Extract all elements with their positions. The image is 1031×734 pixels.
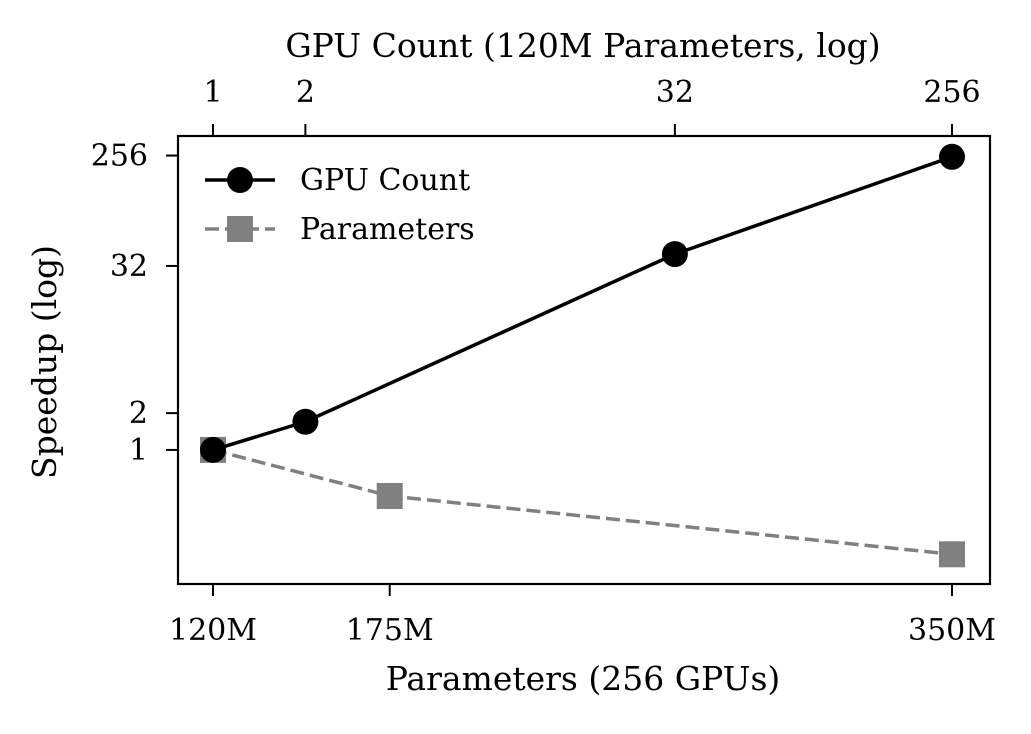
- point-parameters: [939, 541, 965, 568]
- top-tick-label: 2: [296, 75, 315, 110]
- y-axis-label: Speedup (log): [25, 245, 64, 479]
- top-tick-label: 1: [203, 75, 222, 110]
- point-parameters: [376, 482, 403, 509]
- y-tick-label: 1: [129, 433, 148, 468]
- top-tick-label: 256: [923, 75, 980, 110]
- legend-marker-parameters: [227, 216, 253, 242]
- legend: GPU Count Parameters: [205, 163, 475, 247]
- plot-frame: [176, 134, 992, 586]
- point-gpu-count: [200, 436, 226, 463]
- y-tick-label: 2: [129, 396, 148, 431]
- bottom-axis-label: Parameters (256 GPUs): [386, 659, 781, 698]
- y-tick-label: 32: [110, 249, 148, 284]
- point-gpu-count: [661, 241, 688, 268]
- top-axis-label: GPU Count (120M Parameters, log): [285, 26, 880, 65]
- bottom-tick-label: 120M: [169, 613, 257, 648]
- bottom-tick-label: 350M: [908, 613, 996, 648]
- legend-label-parameters: Parameters: [300, 212, 475, 247]
- legend-marker-gpu-count: [227, 167, 253, 193]
- bottom-tick-label: 175M: [346, 613, 434, 648]
- series-line-parameters: [212, 448, 953, 557]
- point-gpu-count: [292, 408, 319, 435]
- top-tick-label: 32: [656, 75, 694, 110]
- legend-label-gpu-count: GPU Count: [300, 163, 470, 198]
- series-layer: [200, 143, 965, 568]
- y-tick-label: 256: [91, 139, 148, 174]
- point-gpu-count: [939, 143, 965, 170]
- series-line-gpu-count: [212, 155, 953, 452]
